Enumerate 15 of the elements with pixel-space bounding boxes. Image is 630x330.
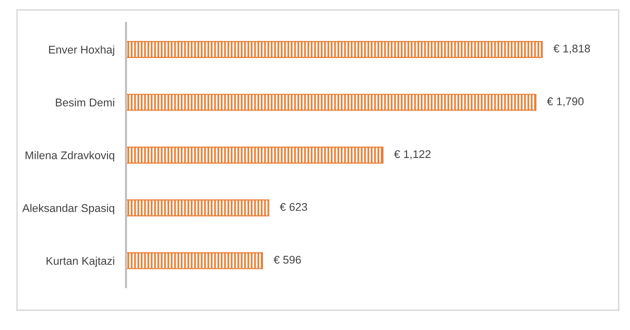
y-tick-label: Aleksandar Spasiq: [22, 204, 114, 214]
data-label: € 1,790: [547, 97, 584, 107]
data-label: € 1,818: [553, 44, 590, 54]
bar: [126, 94, 536, 111]
bar: [126, 146, 384, 164]
y-tick-label: Enver Hoxhaj: [49, 45, 114, 56]
bar: [126, 41, 543, 58]
bar: [126, 199, 270, 216]
y-tick-label: Besim Demi: [56, 98, 114, 106]
data-label: € 1,122: [394, 150, 431, 160]
data-label: € 596: [274, 256, 301, 264]
bar: [126, 252, 264, 270]
data-label: € 623: [280, 203, 308, 211]
y-tick-label: Kurtan Kajtazi: [46, 256, 114, 268]
y-tick-label: Milena Zdravkoviq: [26, 151, 114, 162]
